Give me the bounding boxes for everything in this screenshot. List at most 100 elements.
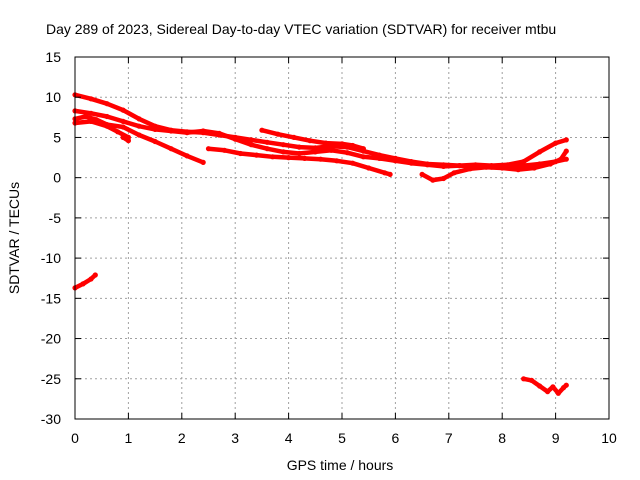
- data-point: [296, 144, 302, 150]
- data-point: [350, 160, 356, 166]
- data-point: [168, 146, 174, 152]
- x-tick-label: 3: [231, 430, 239, 446]
- data-point: [104, 123, 110, 129]
- y-tick-label: -5: [49, 210, 62, 226]
- data-point: [467, 166, 473, 172]
- data-point: [254, 152, 260, 158]
- y-tick-label: -30: [41, 411, 61, 427]
- data-point: [275, 131, 281, 137]
- data-point: [205, 146, 212, 152]
- data-point: [323, 140, 329, 146]
- data-point: [80, 281, 86, 287]
- y-tick-label: -10: [41, 250, 61, 266]
- data-point: [563, 148, 569, 154]
- y-tick-label: -25: [41, 371, 61, 387]
- data-point: [419, 171, 425, 177]
- data-point: [537, 149, 543, 155]
- data-point: [537, 383, 543, 389]
- data-point: [83, 113, 89, 120]
- x-tick-label: 6: [392, 430, 400, 446]
- data-point: [521, 376, 527, 382]
- x-tick-label: 7: [445, 430, 453, 446]
- data-point: [120, 118, 126, 124]
- data-point: [424, 162, 430, 168]
- data-point: [232, 136, 238, 142]
- data-point: [515, 167, 521, 173]
- chart-title: Day 289 of 2023, Sidereal Day-to-day VTE…: [46, 21, 556, 37]
- data-point: [88, 118, 94, 124]
- data-point: [451, 170, 457, 176]
- data-point: [115, 129, 121, 135]
- data-point: [312, 145, 318, 151]
- data-point: [136, 132, 142, 138]
- x-tick-label: 1: [125, 430, 133, 446]
- data-point: [334, 158, 340, 164]
- data-point: [430, 177, 436, 183]
- series-track-h: [72, 272, 98, 291]
- x-tick-label: 10: [601, 430, 617, 446]
- y-tick-label: -20: [41, 331, 61, 347]
- data-point: [120, 124, 126, 130]
- data-point: [302, 155, 308, 161]
- data-point: [553, 140, 559, 146]
- data-point: [248, 142, 254, 148]
- data-series: [72, 92, 569, 396]
- data-point: [92, 272, 98, 278]
- data-point: [291, 134, 297, 140]
- data-point: [483, 164, 489, 170]
- data-point: [216, 130, 222, 136]
- data-point: [529, 377, 535, 383]
- data-point: [152, 126, 158, 132]
- data-point: [350, 142, 356, 149]
- data-point: [382, 170, 388, 176]
- y-tick-label: 10: [45, 89, 61, 105]
- data-point: [125, 138, 131, 144]
- data-point: [558, 156, 564, 162]
- x-tick-label: 0: [71, 430, 79, 446]
- x-tick-label: 4: [285, 430, 293, 446]
- series-track-c: [72, 114, 206, 165]
- data-point: [376, 155, 382, 161]
- data-point: [563, 137, 569, 143]
- data-point: [545, 389, 551, 395]
- x-axis-label: GPS time / hours: [287, 457, 394, 473]
- data-point: [499, 165, 505, 171]
- data-point: [555, 390, 561, 396]
- data-point: [264, 139, 270, 145]
- data-point: [200, 128, 206, 134]
- data-point: [184, 130, 190, 136]
- y-tick-label: 5: [53, 129, 61, 145]
- data-point: [88, 110, 94, 116]
- y-tick-label: 0: [53, 170, 61, 186]
- data-point: [168, 128, 174, 134]
- data-point: [328, 147, 334, 153]
- data-point: [504, 162, 511, 168]
- x-tick-label: 2: [178, 430, 186, 446]
- y-tick-label: 15: [45, 49, 61, 65]
- data-point: [360, 146, 366, 152]
- data-point: [280, 142, 286, 148]
- data-point: [392, 158, 398, 164]
- data-point: [318, 156, 324, 162]
- data-point: [104, 101, 110, 107]
- data-point: [136, 123, 142, 129]
- grid-lines: [75, 57, 609, 419]
- data-point: [221, 147, 228, 153]
- data-point: [366, 165, 372, 171]
- data-point: [88, 96, 94, 102]
- data-point: [550, 384, 556, 390]
- data-point: [280, 149, 286, 155]
- x-tick-label: 9: [552, 430, 560, 446]
- data-point: [88, 276, 94, 282]
- data-point: [456, 163, 463, 169]
- data-point: [312, 149, 318, 155]
- data-point: [563, 382, 569, 388]
- data-point: [270, 154, 276, 160]
- data-point: [360, 154, 366, 160]
- x-tick-label: 8: [498, 430, 506, 446]
- data-point: [104, 113, 110, 120]
- data-point: [339, 141, 345, 147]
- data-point: [259, 127, 265, 133]
